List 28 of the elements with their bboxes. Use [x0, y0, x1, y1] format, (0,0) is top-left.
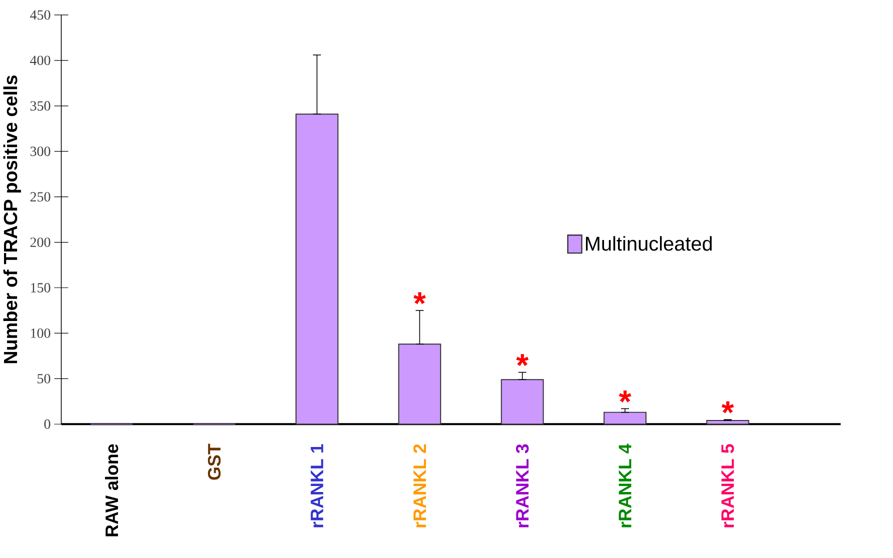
annotation: *: [722, 401, 734, 414]
y-tick-label: 150: [31, 283, 50, 293]
y-tick-label: 400: [30, 56, 50, 66]
bar: [604, 412, 646, 425]
y-tick-label: 350: [30, 101, 50, 111]
y-tick-label: 450: [30, 10, 50, 20]
annotation: *: [414, 292, 426, 304]
x-tick-label: GST: [208, 444, 221, 480]
x-tick-label: rRANKL 4: [618, 444, 632, 528]
x-tick-label: rRANKL 2: [413, 444, 426, 528]
x-tick-label: RAW alone: [104, 444, 118, 536]
annotation: *: [516, 354, 529, 366]
y-axis-title: Number of TRACP positive cells: [3, 76, 21, 364]
x-tick-label: rRANKL 1: [310, 444, 324, 528]
x-tick-label: rRANKL 3: [516, 444, 529, 528]
y-tick-label: 200: [30, 238, 50, 248]
annotation: *: [618, 390, 632, 402]
bar: [398, 344, 442, 425]
y-tick-label: 50: [38, 374, 50, 384]
bar: [706, 420, 750, 425]
bar: [296, 114, 338, 425]
y-tick-label: 300: [30, 146, 50, 156]
y-tick-label: 100: [31, 328, 50, 338]
bar: [500, 379, 544, 425]
legend-label: Multinucleated: [586, 236, 712, 251]
y-tick-label: 0: [44, 419, 50, 429]
y-tick-label: 250: [30, 192, 50, 202]
x-tick-label: rRANKL 5: [721, 444, 734, 528]
